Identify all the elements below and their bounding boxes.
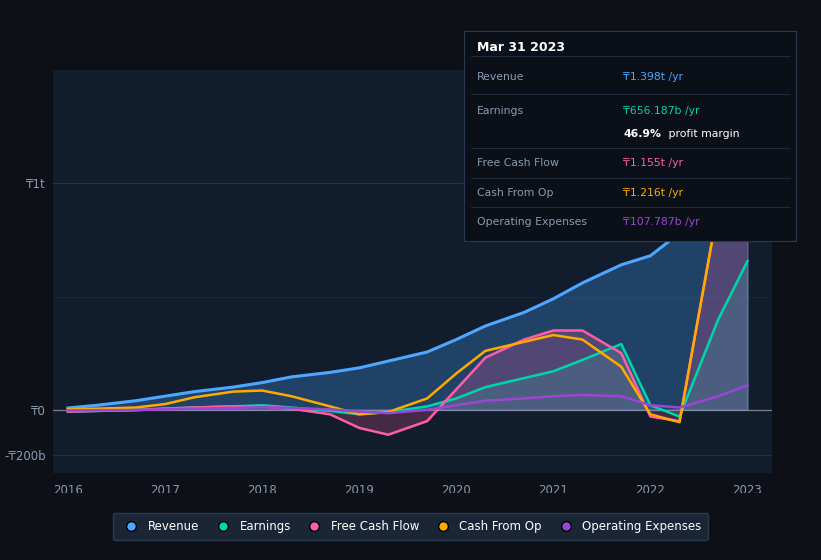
Text: ₸656.187b /yr: ₸656.187b /yr (623, 106, 700, 115)
Text: Free Cash Flow: Free Cash Flow (477, 158, 559, 168)
Text: ₸107.787b /yr: ₸107.787b /yr (623, 217, 700, 227)
Text: Revenue: Revenue (477, 72, 525, 82)
Text: Operating Expenses: Operating Expenses (477, 217, 587, 227)
Text: Earnings: Earnings (477, 106, 525, 115)
Text: Mar 31 2023: Mar 31 2023 (477, 41, 565, 54)
Text: ₸1.398t /yr: ₸1.398t /yr (623, 72, 683, 82)
Text: ₸1.155t /yr: ₸1.155t /yr (623, 158, 683, 168)
Text: ₸1.216t /yr: ₸1.216t /yr (623, 188, 683, 198)
Text: profit margin: profit margin (665, 129, 740, 139)
Text: Cash From Op: Cash From Op (477, 188, 553, 198)
Legend: Revenue, Earnings, Free Cash Flow, Cash From Op, Operating Expenses: Revenue, Earnings, Free Cash Flow, Cash … (112, 513, 709, 540)
Text: 46.9%: 46.9% (623, 129, 662, 139)
